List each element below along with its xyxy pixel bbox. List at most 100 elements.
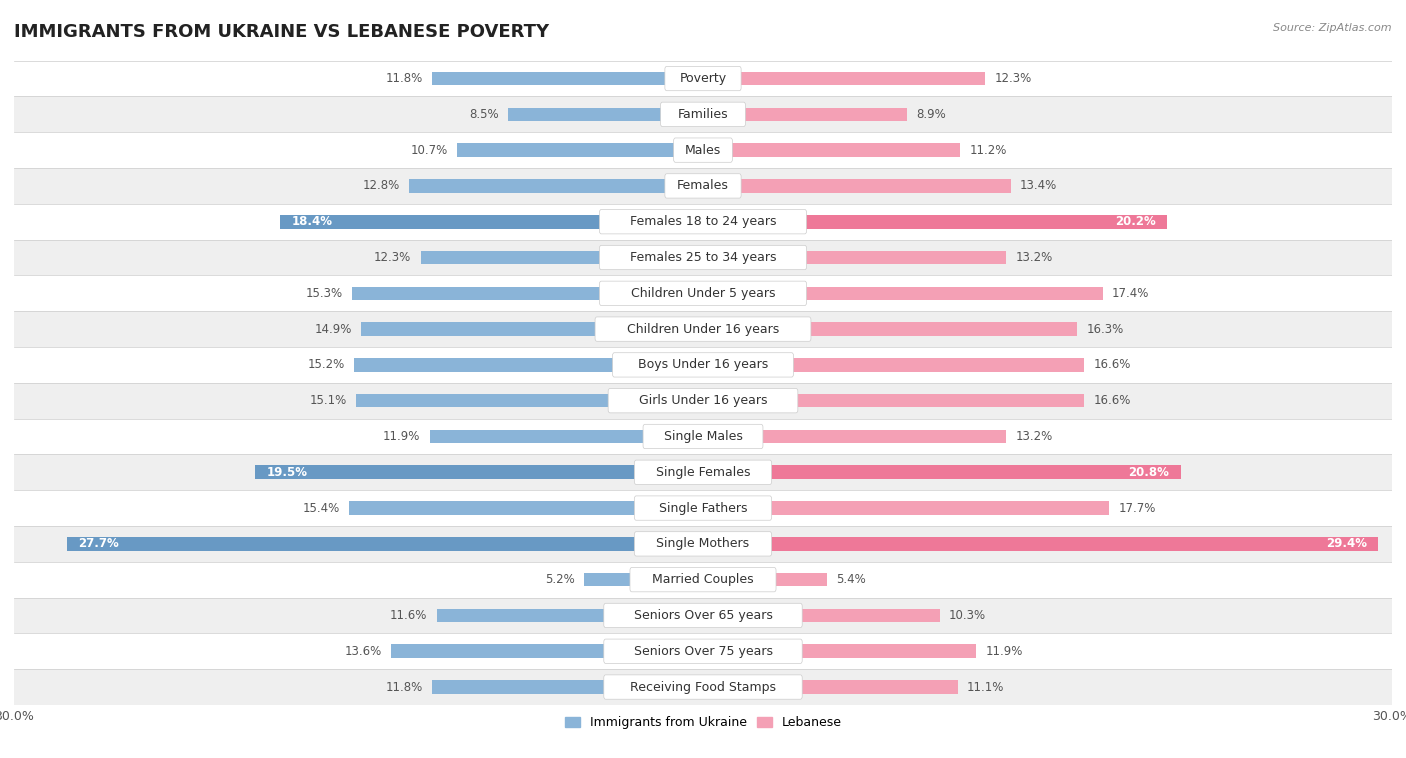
Text: 11.2%: 11.2% [969,143,1007,157]
Bar [583,573,703,587]
Text: Children Under 16 years: Children Under 16 years [627,323,779,336]
Bar [703,143,960,157]
Text: 17.4%: 17.4% [1112,287,1149,300]
FancyBboxPatch shape [634,496,772,520]
Bar [14,418,1392,454]
FancyBboxPatch shape [603,603,803,628]
Text: IMMIGRANTS FROM UKRAINE VS LEBANESE POVERTY: IMMIGRANTS FROM UKRAINE VS LEBANESE POVE… [14,23,550,41]
Bar [703,179,1011,193]
FancyBboxPatch shape [630,568,776,592]
Text: 11.9%: 11.9% [986,645,1022,658]
Bar [14,634,1392,669]
Text: Females 25 to 34 years: Females 25 to 34 years [630,251,776,264]
Bar [703,215,1167,228]
Bar [14,204,1392,240]
Text: 15.1%: 15.1% [309,394,347,407]
Text: 15.4%: 15.4% [302,502,340,515]
Bar [703,394,1084,408]
Text: 5.4%: 5.4% [837,573,866,586]
Text: 12.8%: 12.8% [363,180,399,193]
Text: 11.6%: 11.6% [389,609,427,622]
Text: Poverty: Poverty [679,72,727,85]
FancyBboxPatch shape [613,352,793,377]
Text: Receiving Food Stamps: Receiving Food Stamps [630,681,776,694]
Text: 15.3%: 15.3% [305,287,343,300]
Bar [391,644,703,658]
Bar [14,347,1392,383]
Bar [14,669,1392,705]
Text: 18.4%: 18.4% [292,215,333,228]
Text: 14.9%: 14.9% [315,323,352,336]
Bar [508,108,703,121]
Text: 8.9%: 8.9% [917,108,946,121]
Bar [409,179,703,193]
Legend: Immigrants from Ukraine, Lebanese: Immigrants from Ukraine, Lebanese [560,711,846,735]
FancyBboxPatch shape [603,675,803,699]
Bar [703,465,1181,479]
Bar [14,132,1392,168]
Bar [14,490,1392,526]
Bar [703,108,907,121]
Text: Single Fathers: Single Fathers [659,502,747,515]
Text: Males: Males [685,143,721,157]
FancyBboxPatch shape [603,639,803,663]
Text: 29.4%: 29.4% [1326,537,1367,550]
Bar [14,61,1392,96]
Bar [14,275,1392,312]
FancyBboxPatch shape [599,209,807,234]
Text: 8.5%: 8.5% [470,108,499,121]
FancyBboxPatch shape [609,389,797,413]
Bar [437,609,703,622]
Bar [703,287,1102,300]
Bar [703,358,1084,371]
Text: Single Mothers: Single Mothers [657,537,749,550]
Bar [14,96,1392,132]
Text: 13.2%: 13.2% [1015,251,1053,264]
Bar [352,287,703,300]
Text: 13.6%: 13.6% [344,645,381,658]
Text: 11.1%: 11.1% [967,681,1004,694]
FancyBboxPatch shape [665,67,741,91]
Text: Single Males: Single Males [664,430,742,443]
Bar [14,240,1392,275]
Bar [703,430,1007,443]
FancyBboxPatch shape [634,531,772,556]
Text: 27.7%: 27.7% [79,537,120,550]
Bar [432,680,703,694]
Text: 10.3%: 10.3% [949,609,986,622]
Text: Girls Under 16 years: Girls Under 16 years [638,394,768,407]
Bar [430,430,703,443]
Text: 5.2%: 5.2% [544,573,575,586]
Text: Married Couples: Married Couples [652,573,754,586]
Bar [14,597,1392,634]
Text: Females 18 to 24 years: Females 18 to 24 years [630,215,776,228]
Bar [703,609,939,622]
Bar [280,215,703,228]
FancyBboxPatch shape [595,317,811,341]
Bar [14,454,1392,490]
Text: 10.7%: 10.7% [411,143,449,157]
Bar [256,465,703,479]
Bar [703,501,1109,515]
Text: 12.3%: 12.3% [374,251,412,264]
Bar [14,562,1392,597]
FancyBboxPatch shape [599,246,807,270]
Bar [420,251,703,265]
Bar [457,143,703,157]
Text: 16.6%: 16.6% [1094,359,1130,371]
FancyBboxPatch shape [634,460,772,484]
Text: 13.2%: 13.2% [1015,430,1053,443]
Text: 11.8%: 11.8% [385,72,423,85]
Bar [67,537,703,550]
FancyBboxPatch shape [599,281,807,305]
Bar [703,322,1077,336]
Bar [14,312,1392,347]
Text: 16.6%: 16.6% [1094,394,1130,407]
Bar [703,644,976,658]
Text: 12.3%: 12.3% [994,72,1032,85]
Text: 17.7%: 17.7% [1119,502,1156,515]
Text: 19.5%: 19.5% [267,465,308,479]
Text: Seniors Over 65 years: Seniors Over 65 years [634,609,772,622]
FancyBboxPatch shape [665,174,741,198]
Bar [14,168,1392,204]
